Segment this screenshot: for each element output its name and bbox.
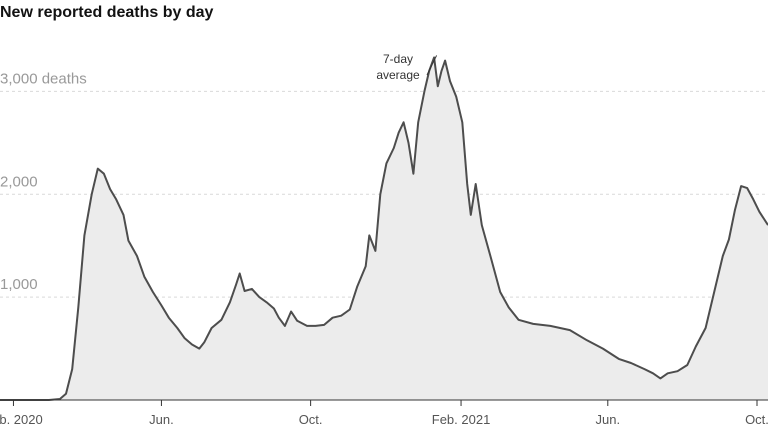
x-tick-label: Oct. <box>299 412 323 427</box>
annotation-leader-line <box>426 55 438 76</box>
chart-title: New reported deaths by day <box>0 4 213 21</box>
y-tick-labels: 3,000 deaths 2,000 1,000 <box>0 70 87 293</box>
annotation-line-1: 7-day <box>383 52 413 66</box>
y-tick-label: 1,000 <box>0 276 38 293</box>
y-tick-label: 2,000 <box>0 173 38 190</box>
seven-day-average-annotation: 7-day average <box>376 52 438 82</box>
x-ticks: Feb. 2020 Jun. Oct. Feb. 2021 Jun. Oct. <box>0 400 768 427</box>
x-tick-label: Feb. 2021 <box>432 412 491 427</box>
x-tick-label: Jun. <box>149 412 174 427</box>
x-tick-label: Jun. <box>596 412 621 427</box>
x-tick-label: Feb. 2020 <box>0 412 43 427</box>
y-tick-label: 3,000 deaths <box>0 70 87 87</box>
deaths-area <box>0 57 768 400</box>
x-tick-label: Oct. <box>745 412 768 427</box>
seven-day-average-line <box>0 56 768 401</box>
annotation-line-2: average <box>376 68 420 82</box>
